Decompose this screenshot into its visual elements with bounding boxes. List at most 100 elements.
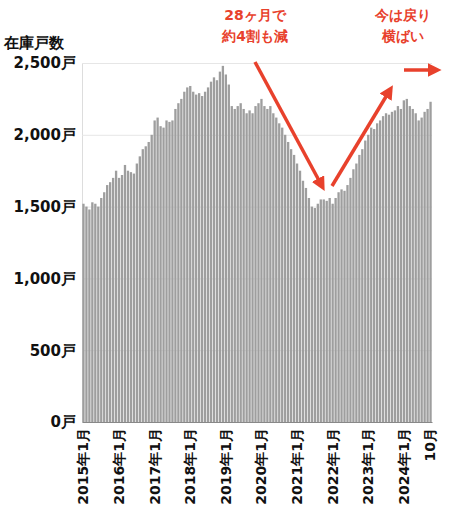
bar [127,171,129,422]
grid-line [82,422,432,423]
bar [358,155,360,422]
bar [397,106,399,422]
y-axis-title: 在庫戸数 [3,34,65,52]
bar [406,99,408,422]
y-tick-label: 0戸 [51,413,76,431]
x-tick: 2016年1月 [111,422,127,505]
bar [213,77,215,422]
x-tick-label: 10月 [422,428,438,461]
bar [275,118,277,422]
bar [355,164,357,422]
x-tick: 2024年1月 [396,422,412,505]
plot-area: 0戸500戸1,000戸1,500戸2,000戸2,500戸2015年1月201… [14,54,439,504]
y-tick-label: 2,000戸 [14,126,76,144]
bar [379,120,381,422]
bar [352,169,354,422]
bar [133,174,135,422]
x-tick-label: 2020年1月 [253,428,269,505]
bar [180,99,182,422]
y-tick-label: 1,000戸 [14,270,76,288]
bar [296,164,298,422]
bar [337,192,339,422]
bar [106,185,108,422]
annotation-line: 28ヶ月で [224,7,286,23]
annotation: 今は戻り横ばい [374,7,431,44]
bar [183,92,185,422]
x-tick: 2017年1月 [147,422,163,505]
bar [145,146,147,422]
bar [201,96,203,422]
bar [364,141,366,422]
bar [382,116,384,422]
bar [210,82,212,422]
bar [159,126,161,422]
x-tick: 2023年1月 [360,422,376,505]
bar [385,113,387,422]
bar [115,171,117,422]
bar [165,120,167,422]
bar [403,100,405,422]
bar [91,202,93,422]
arrow [404,68,436,72]
bar [287,142,289,422]
bar [367,135,369,422]
bar [219,72,221,422]
bar [82,204,84,422]
bar [376,123,378,422]
bar [391,112,393,422]
bar [349,178,351,422]
bar [195,95,197,422]
x-tick-label: 2022年1月 [325,428,341,505]
bar [373,129,375,422]
x-axis: 2015年1月2016年1月2017年1月2018年1月2019年1月2020年… [75,422,438,505]
bar [269,106,271,422]
bar [418,120,420,422]
bar [103,192,105,422]
bar [148,142,150,422]
bar [251,113,253,422]
bar [242,109,244,422]
bar [130,172,132,422]
bar [311,207,313,422]
bar [429,102,431,422]
bar [118,178,120,422]
bar [198,93,200,422]
bar [314,208,316,422]
bars [82,66,431,422]
bar [121,175,123,422]
x-tick-label: 2018年1月 [182,428,198,505]
bar [334,198,336,422]
bar [290,149,292,422]
bar [204,92,206,422]
annotation-line: 約4割も減 [221,28,288,44]
x-axis-line [83,422,433,423]
bar [284,135,286,422]
x-tick-label: 2024年1月 [396,428,412,505]
bar [97,207,99,422]
bar [151,135,153,422]
bar [299,171,301,422]
bar [177,103,179,422]
x-tick: 2015年1月 [75,422,91,505]
bar [228,85,230,422]
bar [222,66,224,422]
bar [248,110,250,422]
bar [326,201,328,422]
annotation-line: 今は戻り [374,7,431,23]
annotation: 28ヶ月で約4割も減 [221,7,288,44]
bar [231,106,233,422]
annotation-line: 横ばい [381,28,424,44]
bar [317,204,319,422]
bar [225,74,227,422]
bar [257,103,259,422]
bar [343,191,345,422]
bar [139,156,141,422]
arrow [255,62,322,186]
bar [305,188,307,422]
arrows [255,62,436,186]
bar [85,207,87,422]
bar [234,109,236,422]
bar [100,198,102,422]
bar [245,113,247,422]
bar [94,204,96,422]
